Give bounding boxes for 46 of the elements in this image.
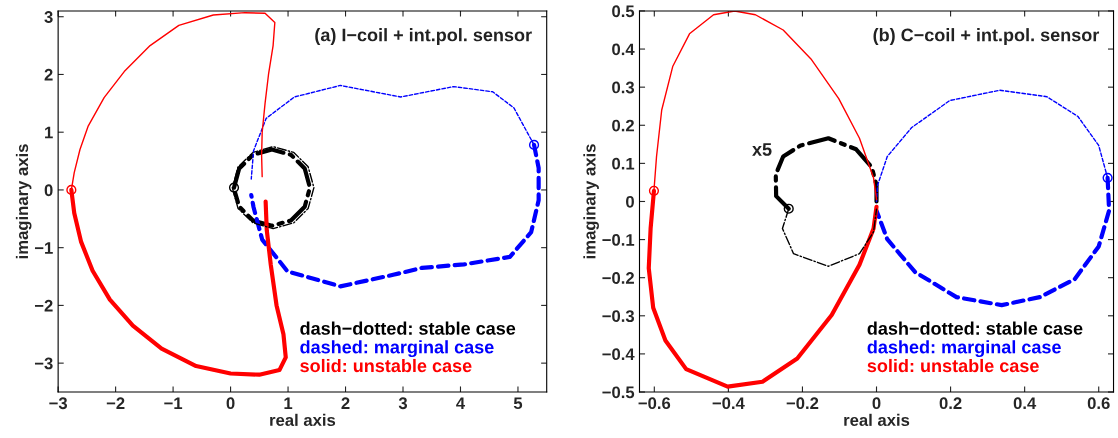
y-tick-label: 0.5: [612, 5, 635, 18]
x-tick-label: −0.6: [638, 397, 671, 410]
x-tick-label: −1: [164, 397, 183, 409]
y-tick-label: 1: [45, 126, 53, 139]
x-tick-label: −2: [106, 397, 125, 409]
x-tick-label: 0.4: [1013, 397, 1037, 410]
series-label: solid: unstable case: [300, 358, 472, 373]
x-axis-title: real axis: [270, 413, 336, 427]
y-tick-label: 0.2: [612, 119, 634, 132]
y-tick-label: −0.3: [602, 310, 635, 323]
x-tick-label: 0.2: [939, 397, 962, 410]
y-tick-label: 3: [44, 11, 53, 23]
x-tick-label: 4: [456, 397, 466, 409]
y-tick-label: −1: [34, 242, 53, 254]
text: dashed: marginal case: [867, 340, 1061, 358]
y-tick-label: 0.4: [612, 43, 635, 56]
x-axis-title: real axis: [844, 413, 910, 427]
y-tick-label: 0.3: [612, 81, 635, 94]
y-tick-label: −0.2: [602, 272, 634, 284]
text: (a) I−coil + int.pol. sensor: [315, 28, 532, 45]
x-tick-label: 0.6: [1087, 397, 1110, 410]
x-tick-label: −0.4: [712, 397, 745, 410]
text: dash−dotted: stable case: [867, 321, 1083, 335]
text: (b) C−coil + int.pol. sensor: [873, 28, 1100, 45]
x-tick-label: 5: [513, 397, 523, 410]
y-tick-label: −0.4: [602, 348, 635, 361]
text: dashed: marginal case: [300, 340, 494, 358]
y-tick-label: −3: [34, 357, 53, 370]
y-tick-label: −0.1: [602, 233, 635, 246]
y-axis-title: imaginary axis: [583, 144, 599, 259]
annotation: x5: [752, 143, 772, 156]
x-tick-label: 3: [398, 397, 408, 410]
y-axis-title: imaginary axis: [15, 144, 32, 259]
x-tick-label: −0.2: [786, 397, 819, 410]
y-tick-label: 0: [44, 184, 53, 197]
x-tick-label: 0: [872, 397, 881, 410]
x-tick-label: 1: [284, 397, 293, 409]
y-tick-label: −2: [34, 299, 53, 312]
y-tick-label: −0.5: [602, 386, 635, 399]
text: solid: unstable case: [867, 358, 1039, 373]
x-tick-label: 2: [341, 397, 350, 409]
y-tick-label: 2: [44, 68, 53, 81]
y-tick-label: 0: [626, 195, 634, 208]
y-tick-label: 0.1: [612, 157, 635, 170]
text: dash−dotted: stable case: [300, 321, 516, 335]
x-tick-label: 0: [226, 397, 235, 410]
